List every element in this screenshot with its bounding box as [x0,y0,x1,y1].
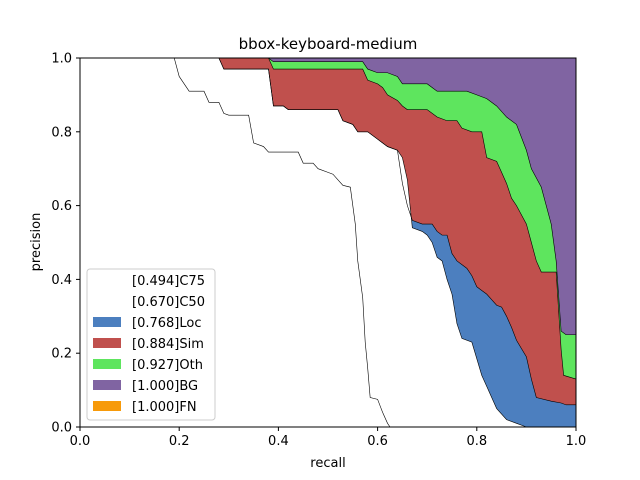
x-tick-label: 0.8 [466,434,487,449]
line-0-927-oth [80,57,576,336]
y-axis-label: precision [29,213,44,272]
legend-label-1-000-fn: [1.000]FN [132,400,197,415]
legend-swatch-0-494-c75 [93,275,121,285]
legend-label-0-927-oth: [0.927]Oth [132,358,203,373]
y-tick-label: 0.0 [51,421,72,436]
y-tick-label: 0.4 [51,273,72,288]
legend-swatch-0-768-loc [93,317,121,327]
x-tick-label: 1.0 [566,434,587,449]
legend-label-1-000-bg: [1.000]BG [132,379,198,394]
x-tick-label: 0.4 [268,434,289,449]
legend-label-0-494-c75: [0.494]C75 [132,274,205,289]
line-0-494-c75 [80,57,576,428]
x-axis-label: recall [310,456,345,471]
legend-swatch-0-884-sim [93,338,121,348]
y-tick-label: 1.0 [51,52,72,67]
line-0-768-loc [80,57,576,406]
legend-label-0-670-c50: [0.670]C50 [132,295,205,310]
legend-swatch-1-000-bg [93,380,121,390]
chart-title: bbox-keyboard-medium [239,35,418,53]
line-0-884-sim [80,57,577,380]
x-tick-label: 0.2 [169,434,190,449]
plot-frame [79,57,577,428]
legend-swatch-0-670-c50 [93,296,121,306]
x-tick-label: 0.6 [367,434,388,449]
legend-swatch-1-000-fn [93,401,121,411]
legend-swatch-0-927-oth [93,359,121,369]
y-tick-label: 0.8 [51,125,72,140]
legend: [0.494]C75 [0.670]C50 [0.768]Loc [0.884]Sim… [86,268,216,421]
legend-label-0-884-sim: [0.884]Sim [132,337,204,352]
x-tick-label: 0.0 [70,434,91,449]
y-axis-ticks: 0.0 0.2 0.4 0.6 0.8 1.0 [51,52,80,436]
y-tick-label: 0.6 [51,199,72,214]
legend-label-0-768-loc: [0.768]Loc [132,316,201,331]
y-tick-label: 0.2 [51,347,72,362]
x-axis-ticks: 0.0 0.2 0.4 0.6 0.8 1.0 [70,427,587,449]
